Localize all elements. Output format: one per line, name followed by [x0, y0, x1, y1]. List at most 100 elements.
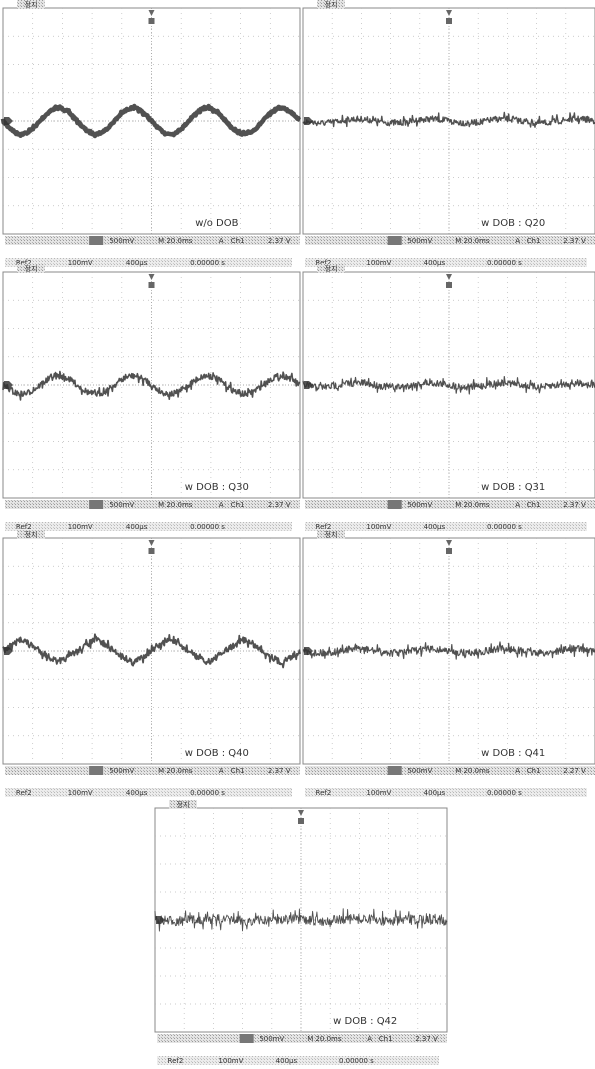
ref-bar: Ref2 100mV 400µs 0.00000 s: [5, 522, 292, 531]
ref-name: Ref2: [16, 259, 32, 267]
ref-pos: 0.00000 s: [190, 789, 225, 797]
scope-panel: 정지 w DOB : Q20 500mV M 20.0ms A Ch1 2.37 V Ref2…: [302, 0, 595, 267]
state-label: 정지: [25, 0, 38, 9]
status-src: Ch1: [379, 1035, 393, 1043]
status-ch: 500mV: [407, 237, 432, 245]
channel-badge: [89, 500, 104, 509]
ref-bar: Ref2 100mV 400µs 0.00000 s: [157, 1056, 439, 1065]
ref-time: 400µs: [126, 259, 148, 267]
state-box: [17, 264, 45, 273]
status-trig: A: [219, 767, 224, 775]
status-bg: [305, 500, 595, 509]
status-level: 2.37 V: [415, 1035, 438, 1043]
status-time: M 20.0ms: [455, 767, 490, 775]
scope-panel: 정지 w/o DOB 500mV M 20.0ms A Ch1 2.37 V Ref2 100m…: [0, 0, 302, 267]
ref-pos: 0.00000 s: [190, 259, 225, 267]
status-src: Ch1: [527, 767, 541, 775]
trigger-marker: [148, 10, 155, 24]
channel-badge: [387, 236, 402, 245]
state-box: [17, 530, 45, 539]
status-time: M 20.0ms: [307, 1035, 342, 1043]
state-box: [169, 800, 197, 809]
status-time: M 20.0ms: [158, 767, 193, 775]
ref-time: 400µs: [276, 1057, 298, 1065]
scope-panel: 정지 w DOB : Q42 500mV M 20.0ms A Ch1 2.37 V Ref2…: [154, 800, 448, 1065]
status-ch: 500mV: [407, 767, 432, 775]
ref-bg: [5, 522, 292, 531]
status-src: Ch1: [231, 767, 245, 775]
trigger-marker: [446, 540, 452, 554]
status-time: M 20.0ms: [455, 501, 490, 509]
state-box: [17, 0, 45, 9]
ref-bar: Ref2 100mV 400µs 0.00000 s: [5, 788, 292, 797]
status-trig: A: [219, 501, 224, 509]
trigger-marker: [298, 810, 304, 824]
status-bg: [305, 236, 595, 245]
ref-pos: 0.00000 s: [487, 259, 522, 267]
state-box: [317, 530, 345, 539]
ref-time: 400µs: [424, 259, 446, 267]
status-src: Ch1: [527, 237, 541, 245]
status-bar: 500mV M 20.0ms A Ch1 2.37 V: [157, 1034, 447, 1043]
status-level: 2.27 V: [563, 767, 586, 775]
status-bar: 500mV M 20.0ms A Ch1 2.37 V: [305, 236, 595, 245]
caption: w DOB : Q41: [481, 748, 545, 759]
status-trig: A: [515, 237, 520, 245]
status-bg: [5, 500, 300, 509]
status-trig: A: [515, 767, 520, 775]
state-label: 정지: [325, 0, 338, 9]
waveform: [2, 633, 301, 669]
status-trig: A: [219, 237, 224, 245]
trigger-marker: [148, 274, 155, 288]
ref-scale: 100mV: [366, 259, 391, 267]
ref-bar: Ref2 100mV 400µs 0.00000 s: [5, 258, 292, 267]
ref-time: 400µs: [126, 523, 148, 531]
screen: [2, 271, 301, 499]
ref-scale: 100mV: [366, 789, 391, 797]
channel-badge: [387, 766, 402, 775]
status-bg: [157, 1034, 447, 1043]
ref-time: 400µs: [424, 523, 446, 531]
ref-name: Ref2: [316, 523, 332, 531]
status-bar: 500mV M 20.0ms A Ch1 2.37 V: [5, 500, 300, 509]
waveform: [0, 103, 302, 139]
trigger-marker: [446, 274, 452, 288]
ref-pos: 0.00000 s: [487, 789, 522, 797]
ref-bg: [305, 788, 587, 797]
caption: w DOB : Q20: [481, 218, 545, 229]
ref-pos: 0.00000 s: [339, 1057, 374, 1065]
ref-bg: [305, 258, 587, 267]
status-bg: [5, 766, 300, 775]
ref-bg: [5, 258, 292, 267]
waveform: [154, 908, 448, 932]
ref-name: Ref2: [168, 1057, 184, 1065]
channel-badge: [89, 236, 104, 245]
ref-name: Ref2: [316, 259, 332, 267]
status-bg: [305, 766, 595, 775]
ref-bar: Ref2 100mV 400µs 0.00000 s: [305, 258, 587, 267]
status-src: Ch1: [527, 501, 541, 509]
caption: w DOB : Q30: [185, 482, 249, 493]
scope-panel: 정지 w DOB : Q30 500mV M 20.0ms A Ch1 2.37 V Ref2…: [2, 264, 301, 531]
state-label: 정지: [325, 264, 338, 273]
ref-time: 400µs: [126, 789, 148, 797]
status-ch: 500mV: [259, 1035, 284, 1043]
channel-badge: [387, 500, 402, 509]
trigger-marker: [148, 540, 155, 554]
state-label: 정지: [25, 530, 38, 539]
state-label: 정지: [177, 800, 190, 809]
ref-scale: 100mV: [366, 523, 391, 531]
ref-bg: [5, 788, 292, 797]
ref-bg: [157, 1056, 439, 1065]
ref-name: Ref2: [16, 789, 32, 797]
ref-scale: 100mV: [68, 789, 93, 797]
status-bar: 500mV M 20.0ms A Ch1 2.37 V: [5, 236, 300, 245]
scope-panel: 정지 w DOB : Q40 500mV M 20.0ms A Ch1 2.37 V Ref2…: [2, 530, 301, 797]
status-level: 2.37 V: [268, 767, 291, 775]
ref-bar: Ref2 100mV 400µs 0.00000 s: [305, 788, 587, 797]
status-bar: 500mV M 20.0ms A Ch1 2.27 V: [305, 766, 595, 775]
status-time: M 20.0ms: [455, 237, 490, 245]
status-level: 2.37 V: [563, 501, 586, 509]
